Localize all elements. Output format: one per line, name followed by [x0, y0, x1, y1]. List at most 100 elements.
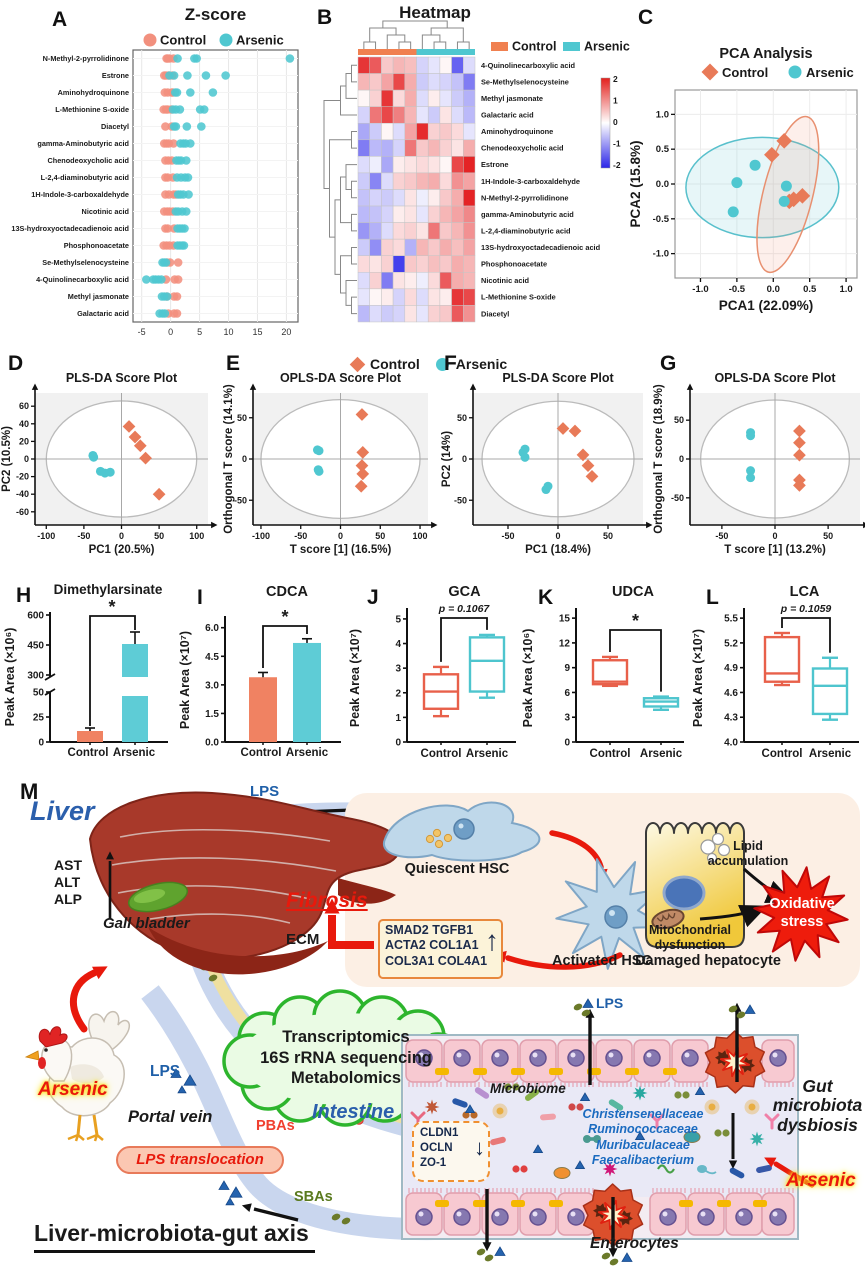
svg-text:N-Methyl-2-pyrrolidinone: N-Methyl-2-pyrrolidinone: [43, 54, 129, 63]
svg-text:13S-hydroxyoctadecadienoic aci: 13S-hydroxyoctadecadienoic acid: [481, 243, 601, 252]
svg-text:Peak Area (×10⁷): Peak Area (×10⁷): [691, 629, 705, 727]
zscore-dot-plot: Z-score Control Arsenic -5 0 5 10 15 20 N-Methyl-…: [0, 0, 305, 362]
svg-text:Dimethylarsinate: Dimethylarsinate: [54, 582, 163, 597]
svg-text:0: 0: [242, 454, 247, 464]
svg-text:4.6: 4.6: [724, 688, 738, 699]
svg-text:0: 0: [338, 531, 343, 541]
svg-text:Phosphonoacetate: Phosphonoacetate: [481, 260, 547, 269]
svg-text:-5: -5: [138, 327, 146, 337]
svg-text:PCA Analysis: PCA Analysis: [719, 46, 812, 62]
svg-text:50: 50: [674, 415, 684, 425]
svg-text:0: 0: [395, 738, 401, 749]
svg-text:50: 50: [375, 531, 385, 541]
svg-text:PLS-DA Score Plot: PLS-DA Score Plot: [66, 371, 178, 385]
panel-m-diagram: M Liver AST ALT ALP Gall bladder LPS Fib…: [0, 777, 865, 1267]
lipid-accumulation-label: Lipid accumulation: [707, 839, 789, 869]
activated-hsc-label: Activated HSC: [552, 953, 652, 969]
enzyme-ast: AST: [54, 857, 82, 873]
legend-control-label: Control: [370, 356, 420, 372]
svg-text:3.0: 3.0: [205, 680, 219, 691]
microbiome-label: Microbiome: [490, 1081, 566, 1096]
panel-e-oplsda: E OPLS-DA Score Plot -100 -50 0 50 100 -50 0 50 T…: [222, 352, 438, 578]
gca-box-plot: GCA 0 1 2 3 4 5 Peak Area (×10⁷) Control Arsenic p…: [345, 580, 522, 777]
enzyme-alp: ALP: [54, 891, 82, 908]
svg-text:Control: Control: [421, 748, 462, 760]
svg-text:4.9: 4.9: [724, 663, 738, 674]
svg-text:4-Quinolinecarboxylic acid: 4-Quinolinecarboxylic acid: [36, 275, 129, 284]
tight-junction-box: CLDN1 OCLN ZO-1 ↓: [412, 1121, 490, 1182]
svg-text:PC1 (18.4%): PC1 (18.4%): [525, 544, 591, 556]
svg-text:Aminohydroquinone: Aminohydroquinone: [481, 127, 553, 136]
svg-text:L-2,4-diaminobutyric acid: L-2,4-diaminobutyric acid: [41, 173, 129, 182]
damaged-hepatocyte-label: Damaged hepatocyte: [635, 953, 781, 969]
svg-text:Control: Control: [241, 747, 282, 759]
svg-text:-100: -100: [37, 531, 55, 541]
svg-text:-60: -60: [16, 507, 29, 517]
svg-text:Control: Control: [160, 33, 206, 48]
svg-text:Se-Methylselenocysteine: Se-Methylselenocysteine: [42, 258, 129, 267]
svg-text:20: 20: [19, 436, 29, 446]
svg-text:PC2 (10.5%): PC2 (10.5%): [1, 426, 13, 492]
svg-text:0.0: 0.0: [656, 179, 669, 190]
svg-text:2: 2: [613, 74, 618, 84]
svg-text:GCA: GCA: [448, 584, 481, 600]
panel-g-oplsda: G OPLS-DA Score Plot -50 0 50 -50 0 50 T score …: [650, 352, 865, 578]
panel-a-label: A: [52, 8, 68, 31]
svg-text:Diacetyl: Diacetyl: [481, 309, 509, 318]
gut-dysbiosis-label: Gut microbiota dysbiosis: [772, 1076, 863, 1135]
panel-k-udca: K UDCA 0 3 6 9 12 15 Peak Area (×10⁶) Control Ars…: [518, 580, 690, 777]
svg-text:Arsenic: Arsenic: [640, 748, 683, 760]
svg-text:-50: -50: [234, 495, 247, 505]
plsda-score-plot-1: PLS-DA Score Plot -100 -50 0 50 100 -60 -40 -20 0…: [0, 352, 218, 578]
svg-text:0: 0: [24, 454, 29, 464]
legend-arsenic-label: Arsenic: [455, 356, 508, 372]
svg-text:50: 50: [457, 413, 467, 423]
svg-text:0: 0: [555, 531, 560, 541]
svg-text:Diacetyl: Diacetyl: [101, 122, 129, 131]
svg-text:4.5: 4.5: [205, 652, 219, 663]
svg-text:Control: Control: [722, 65, 768, 80]
svg-text:Arsenic: Arsenic: [113, 747, 156, 759]
svg-text:Peak Area (×10⁷): Peak Area (×10⁷): [178, 631, 192, 729]
svg-text:PCA2 (15.8%): PCA2 (15.8%): [628, 140, 643, 227]
svg-text:Peak Area (×10⁶): Peak Area (×10⁶): [3, 628, 17, 727]
svg-text:0.0: 0.0: [205, 738, 219, 749]
score-plots-legend: Control Arsenic: [349, 356, 508, 372]
lps-translocation-pill: LPS translocation: [116, 1146, 284, 1174]
svg-text:Chenodeoxycholic acid: Chenodeoxycholic acid: [47, 156, 129, 165]
svg-text:300: 300: [27, 671, 44, 682]
dimethylarsinate-bar-chart: Dimethylarsinate 0 25 50 300 450 600 Peak Area …: [0, 580, 175, 777]
panel-c-label: C: [638, 6, 654, 29]
svg-text:0: 0: [462, 454, 467, 464]
panel-h-label: H: [16, 584, 32, 607]
svg-text:Galactaric acid: Galactaric acid: [77, 309, 129, 318]
svg-text:0: 0: [613, 117, 618, 127]
pbas-label: PBAs: [256, 1118, 295, 1134]
svg-text:Nicotinic acid: Nicotinic acid: [82, 207, 129, 216]
liver-label: Liver: [30, 796, 95, 826]
lps-label-mid: LPS: [150, 1063, 181, 1080]
heatmap-plot: Heatmap Control Arsenic 4-Quinolinecarboxyl…: [295, 0, 630, 362]
svg-text:10: 10: [224, 327, 234, 337]
svg-text:1.5: 1.5: [205, 709, 219, 720]
svg-text:*: *: [632, 611, 639, 631]
svg-text:0: 0: [168, 327, 173, 337]
arsenic-label-left: Arsenic: [38, 1079, 108, 1100]
svg-text:5: 5: [197, 327, 202, 337]
svg-text:50: 50: [33, 688, 45, 699]
panel-a-zscore: A Z-score Control Arsenic -5 0 5 10 15 20 N-Methy…: [0, 0, 305, 362]
svg-text:CDCA: CDCA: [266, 584, 308, 600]
gene-line-2: ACTA2 COL1A1: [385, 938, 479, 953]
svg-text:UDCA: UDCA: [612, 584, 654, 600]
svg-text:LCA: LCA: [790, 584, 820, 600]
svg-text:OPLS-DA Score Plot: OPLS-DA Score Plot: [280, 371, 402, 385]
lps-label-top: LPS: [250, 783, 280, 800]
svg-text:15: 15: [559, 614, 571, 625]
svg-text:1.0: 1.0: [839, 284, 852, 295]
svg-text:Estrone: Estrone: [481, 160, 509, 169]
svg-text:5.2: 5.2: [724, 638, 738, 649]
svg-text:15: 15: [252, 327, 262, 337]
svg-text:T score [1] (16.5%): T score [1] (16.5%): [290, 544, 392, 556]
svg-text:-2: -2: [613, 160, 621, 170]
svg-text:Peak Area (×10⁷): Peak Area (×10⁷): [348, 629, 362, 727]
